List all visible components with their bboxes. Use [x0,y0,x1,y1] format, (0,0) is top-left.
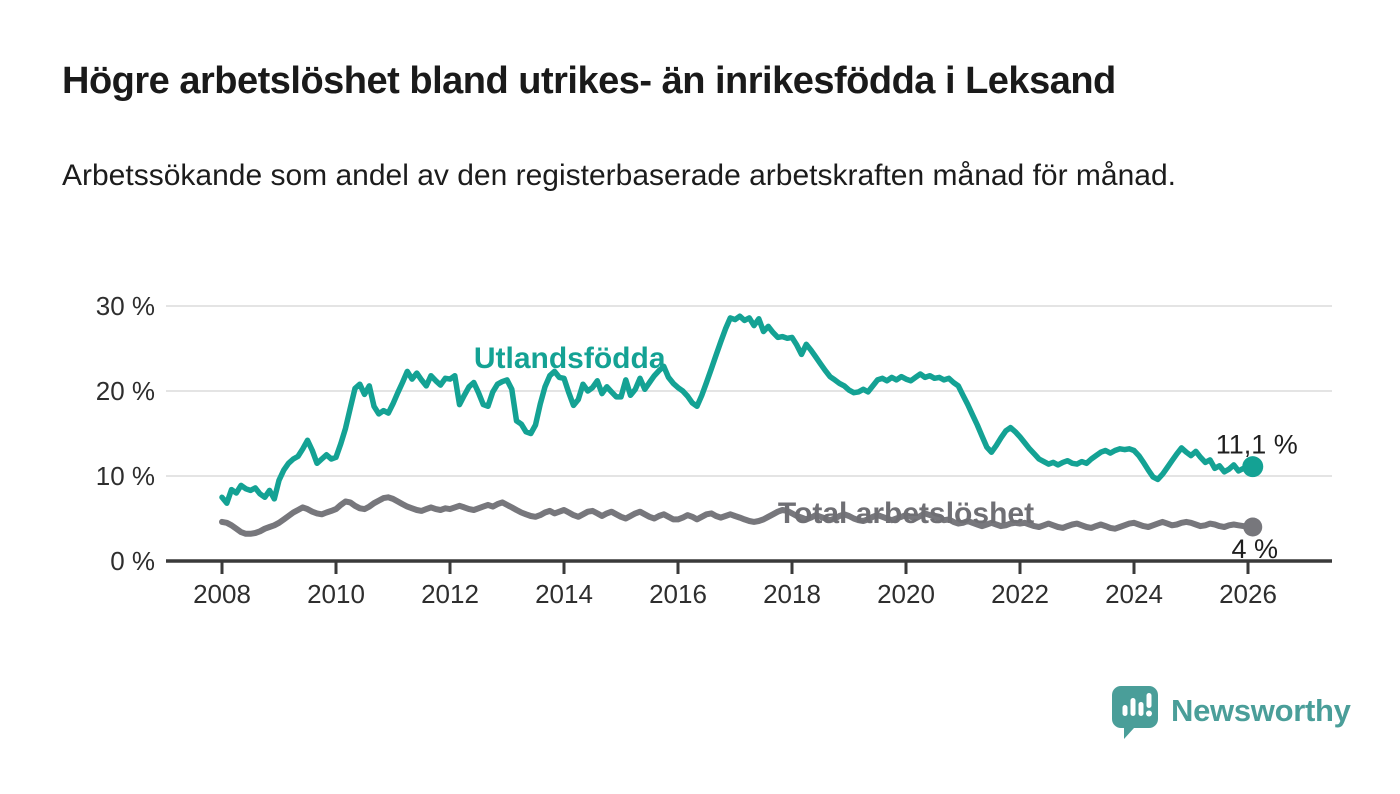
x-tick-label-2024: 2024 [1105,579,1163,609]
line-chart: 0 % 10 % 20 % 30 % 2008 2010 2012 2014 2016 2018 2… [96,291,1332,609]
end-dot-total [1243,517,1263,537]
x-tick-label-2018: 2018 [763,579,821,609]
x-tick-label-2008: 2008 [193,579,251,609]
x-tick-label-2022: 2022 [991,579,1049,609]
x-tick-label-2026: 2026 [1219,579,1277,609]
logo-bars [1122,692,1152,716]
y-tick-label-30: 30 % [96,291,155,321]
x-tick-label-2014: 2014 [535,579,593,609]
x-tick-label-2020: 2020 [877,579,935,609]
series-label-total: Total arbetslöshet [778,497,1034,530]
end-label-total: 4 % [1231,534,1278,564]
end-label-utlandsfodda: 11,1 % [1216,430,1298,460]
x-tick-label-2012: 2012 [421,579,479,609]
end-dot-utlandsfodda [1242,456,1264,478]
chart-subtitle: Arbetssökande som andel av den registerb… [62,159,1176,192]
y-tick-label-20: 20 % [96,376,155,406]
series-line-utlandsfodda [219,313,1256,506]
y-tick-label-10: 10 % [96,461,155,491]
chart-title: Högre arbetslöshet bland utrikes- än inr… [62,60,1116,102]
x-tick-label-2016: 2016 [649,579,707,609]
x-tick-label-2010: 2010 [307,579,365,609]
newsworthy-logo-icon [1112,685,1158,739]
newsworthy-logo: Newsworthy [1110,682,1351,740]
series-label-utlandsfodda: Utlandsfödda [474,342,666,375]
y-tick-label-0: 0 % [110,546,155,576]
newsworthy-brand-text: Newsworthy [1171,693,1351,728]
series-line-total [219,494,1256,537]
